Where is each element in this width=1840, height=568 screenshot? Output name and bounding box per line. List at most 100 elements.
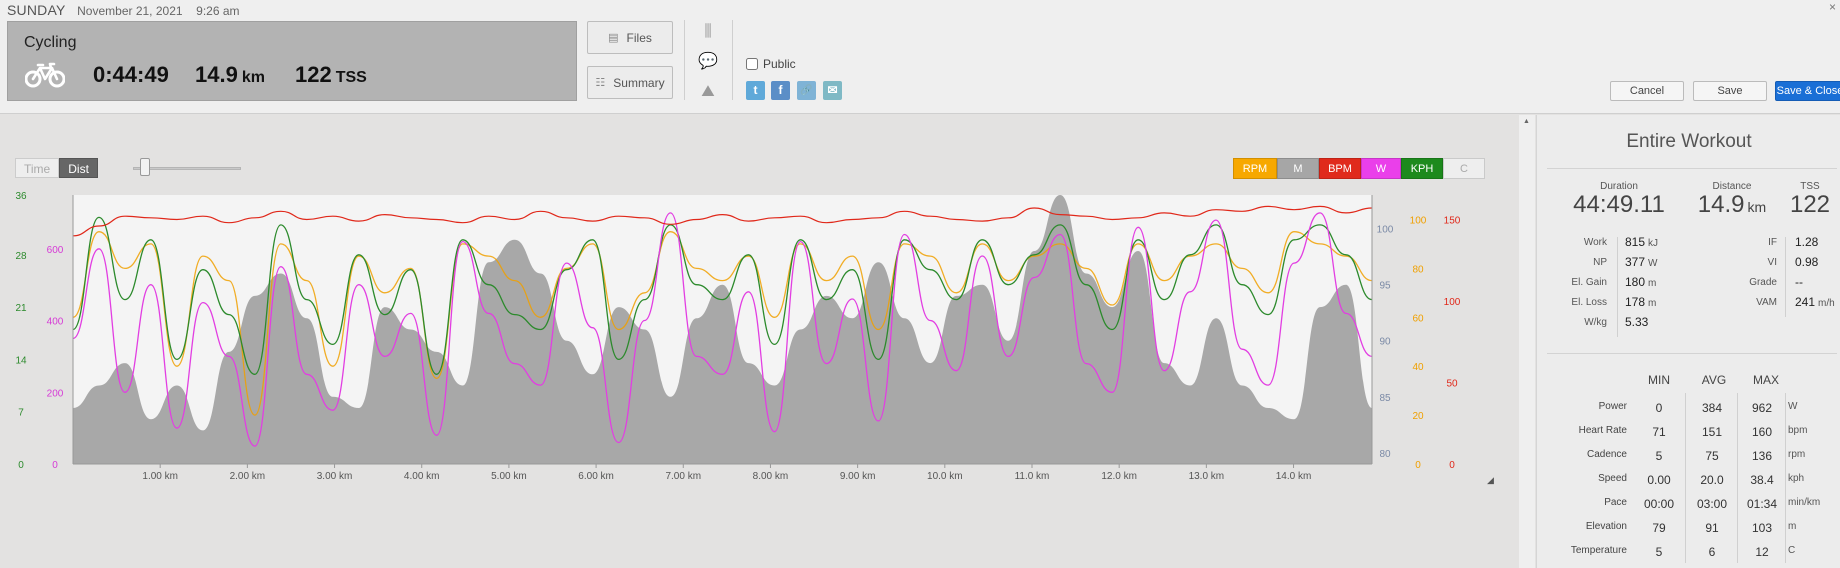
range-row: Temperature 5 6 12 C xyxy=(1537,545,1840,563)
x-tick-label: 6.00 km xyxy=(578,471,614,482)
toggle-bpm[interactable]: BPM xyxy=(1319,158,1361,179)
range-min: 0 xyxy=(1655,401,1663,415)
range-avg: 03:00 xyxy=(1696,497,1728,511)
tss-label: TSS xyxy=(1800,181,1820,192)
range-row-name: Heart Rate xyxy=(1578,425,1627,436)
scroll-up-icon[interactable]: ▲ xyxy=(1523,118,1530,125)
workout-chart[interactable]: 3628211470600400200010095908580100806040… xyxy=(0,115,1518,568)
range-row: Elevation 79 91 103 m xyxy=(1537,521,1840,539)
range-max: 136 xyxy=(1751,449,1773,463)
close-icon[interactable]: × xyxy=(1828,0,1836,14)
twitter-icon[interactable]: t xyxy=(746,81,765,100)
range-unit: W xyxy=(1788,401,1798,412)
x-tick-label: 3.00 km xyxy=(317,471,353,482)
resize-handle-icon[interactable]: ◢ xyxy=(1487,475,1494,485)
public-toggle[interactable]: Public xyxy=(746,57,796,71)
heart-rate-tick-label: 0 xyxy=(1449,460,1455,471)
cancel-button[interactable]: Cancel xyxy=(1610,81,1684,101)
stat-label: NP xyxy=(1593,257,1607,268)
toggle-temperature[interactable]: C xyxy=(1443,158,1485,179)
range-avg: 20.0 xyxy=(1700,473,1724,487)
zoom-slider-track[interactable] xyxy=(133,167,241,170)
public-checkbox[interactable] xyxy=(746,58,758,70)
time-mode-button[interactable]: Time xyxy=(15,158,60,178)
facebook-icon[interactable]: f xyxy=(771,81,790,100)
stat-label: El. Gain xyxy=(1571,277,1607,288)
divider xyxy=(1737,393,1738,563)
workout-day: SUNDAY xyxy=(7,2,66,18)
elevation-tick-label: 85 xyxy=(1379,393,1391,404)
stat-value: 0.98 xyxy=(1795,255,1819,269)
toggle-kph[interactable]: KPH xyxy=(1401,158,1443,179)
range-unit: kph xyxy=(1788,473,1805,484)
toggle-rpm[interactable]: RPM xyxy=(1233,158,1277,179)
cadence-tick-label: 40 xyxy=(1412,362,1424,373)
x-tick-label: 13.0 km xyxy=(1189,471,1225,482)
bar-chart-icon[interactable]: ⫼ xyxy=(704,21,712,40)
summary-button[interactable]: ☷ Summary xyxy=(587,66,673,99)
speed-tick-label: 28 xyxy=(15,251,27,262)
stat-value: 1.28 xyxy=(1795,235,1819,249)
x-tick-label: 9.00 km xyxy=(840,471,876,482)
save-and-close-button[interactable]: Save & Close xyxy=(1775,81,1840,101)
power-tick-label: 200 xyxy=(47,388,64,399)
vertical-scrollbar[interactable]: ▲ xyxy=(1519,115,1535,568)
distance-label: Distance xyxy=(1712,181,1752,192)
range-unit: bpm xyxy=(1788,425,1808,436)
workout-time: 9:26 am xyxy=(196,4,240,18)
range-row-name: Temperature xyxy=(1570,545,1627,556)
range-max: 103 xyxy=(1751,521,1773,535)
power-tick-label: 600 xyxy=(47,245,64,256)
divider xyxy=(1617,237,1618,337)
divider xyxy=(1785,237,1786,317)
area-chart-icon[interactable]: ⛰ xyxy=(701,81,715,100)
power-tick-label: 0 xyxy=(52,460,58,471)
stat-value: 180 m xyxy=(1625,275,1657,289)
stat-value: 377 W xyxy=(1625,255,1658,269)
files-button[interactable]: ▤ Files xyxy=(587,21,673,54)
range-avg: 151 xyxy=(1701,425,1723,439)
comment-icon[interactable]: 💬 xyxy=(698,51,718,70)
speed-tick-label: 0 xyxy=(18,460,24,471)
distance-mode-button[interactable]: Dist xyxy=(59,158,98,178)
range-row: Speed 0.00 20.0 38.4 kph xyxy=(1537,473,1840,491)
range-max: 38.4 xyxy=(1750,473,1774,487)
range-row: Heart Rate 71 151 160 bpm xyxy=(1537,425,1840,443)
distance-stat: Distance 14.9 km xyxy=(1687,181,1777,219)
range-min: 71 xyxy=(1652,425,1666,439)
divider xyxy=(1547,353,1837,354)
link-icon[interactable]: 🔗 xyxy=(797,81,816,100)
divider xyxy=(1547,168,1837,169)
cadence-tick-label: 100 xyxy=(1410,215,1427,226)
heart-rate-tick-label: 100 xyxy=(1444,297,1461,308)
cadence-tick-label: 80 xyxy=(1412,264,1424,275)
stat-label: VI xyxy=(1767,257,1777,268)
distance-value: 14.9 km xyxy=(1697,191,1767,218)
stat-label: VAM xyxy=(1756,297,1777,308)
max-header: MAX xyxy=(1752,373,1779,387)
stat-value: -- xyxy=(1795,275,1803,289)
heart-rate-tick-label: 150 xyxy=(1444,215,1461,226)
speed-tick-label: 21 xyxy=(15,303,27,314)
range-row-name: Cadence xyxy=(1586,449,1627,460)
range-unit: min/km xyxy=(1788,497,1821,508)
zoom-slider-handle[interactable] xyxy=(140,158,150,176)
speed-tick-label: 7 xyxy=(18,408,24,419)
email-icon[interactable]: ✉ xyxy=(823,81,842,100)
toggle-power[interactable]: W xyxy=(1361,158,1401,179)
range-min: 5 xyxy=(1655,545,1663,559)
range-row: Power 0 384 962 W xyxy=(1537,401,1840,419)
range-unit: m xyxy=(1788,521,1797,532)
cadence-tick-label: 20 xyxy=(1412,411,1424,422)
range-min: 79 xyxy=(1652,521,1666,535)
save-button[interactable]: Save xyxy=(1693,81,1767,101)
range-row-name: Pace xyxy=(1604,497,1627,508)
toggle-elevation[interactable]: M xyxy=(1277,158,1319,179)
workout-header: SUNDAY November 21, 2021 9:26 am × Cycli… xyxy=(0,0,1840,114)
x-tick-label: 12.0 km xyxy=(1101,471,1137,482)
range-avg: 75 xyxy=(1705,449,1719,463)
range-max: 160 xyxy=(1751,425,1773,439)
x-tick-label: 2.00 km xyxy=(230,471,266,482)
x-tick-label: 8.00 km xyxy=(753,471,789,482)
summary-tss: 122 TSS xyxy=(295,62,367,87)
